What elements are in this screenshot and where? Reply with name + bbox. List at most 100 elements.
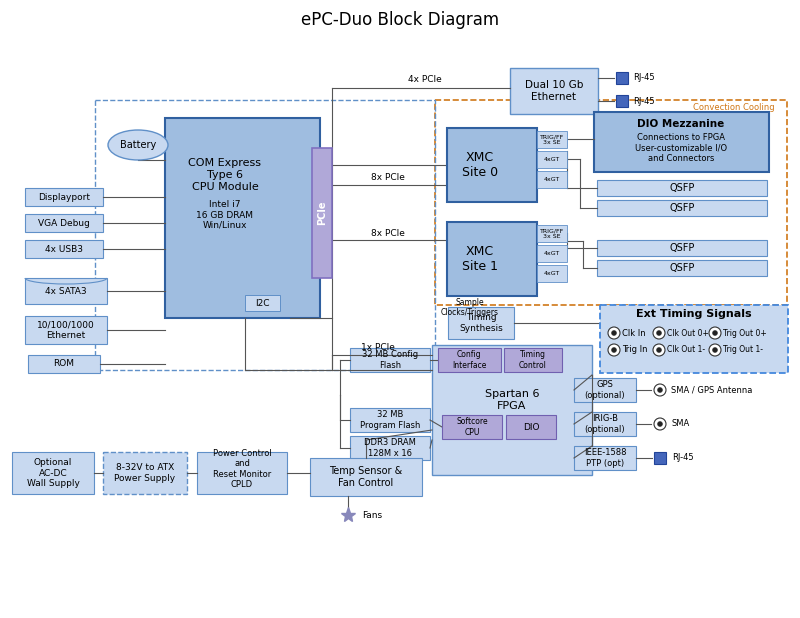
Circle shape [713,347,718,352]
Text: Fans: Fans [362,510,382,520]
Text: Clk In: Clk In [622,329,646,337]
Text: Connections to FPGA: Connections to FPGA [637,133,725,143]
Text: Displayport: Displayport [38,192,90,201]
Text: TRIG/FF
3x SE: TRIG/FF 3x SE [540,134,564,145]
Bar [312,148,332,278]
Text: I2C: I2C [254,298,270,308]
Circle shape [611,331,617,336]
Bar [25,214,103,232]
Bar [537,265,567,282]
Circle shape [658,387,662,392]
Text: Clk Out 1-: Clk Out 1- [667,345,705,355]
Text: 8x PCIe: 8x PCIe [371,229,405,237]
Bar [510,68,598,114]
Text: Softcore
CPU: Softcore CPU [456,417,488,437]
Text: 32 MB
Program Flash: 32 MB Program Flash [360,410,420,430]
Circle shape [608,327,620,339]
Bar [537,245,567,262]
Text: RJ-45: RJ-45 [633,96,654,106]
Bar [432,345,592,475]
Text: SMA / GPS Antenna: SMA / GPS Antenna [671,386,752,394]
Bar [597,200,767,216]
Text: DIO Mezzanine: DIO Mezzanine [638,119,725,129]
Text: Dual 10 Gb
Ethernet: Dual 10 Gb Ethernet [525,80,583,102]
Bar [574,378,636,402]
Bar [600,305,788,373]
Ellipse shape [108,130,168,160]
Text: XMC
Site 0: XMC Site 0 [462,151,498,179]
Text: 4x PCIe: 4x PCIe [408,75,442,85]
Text: QSFP: QSFP [670,203,694,213]
Bar [12,452,94,494]
Text: Intel i7
16 GB DRAM
Win/Linux: Intel i7 16 GB DRAM Win/Linux [197,200,254,230]
Bar [245,295,280,311]
Text: Trig Out 1-: Trig Out 1- [723,345,763,355]
Bar [448,307,514,339]
Text: IEEE-1588
PTP (opt): IEEE-1588 PTP (opt) [584,448,626,468]
Text: DDR3 DRAM
128M x 16: DDR3 DRAM 128M x 16 [364,438,416,458]
Text: 10/100/1000
Ethernet: 10/100/1000 Ethernet [37,320,95,340]
Bar [504,348,562,372]
Text: QSFP: QSFP [670,263,694,273]
Bar [537,151,567,168]
Bar [447,222,537,296]
Bar [350,408,430,432]
Bar [597,180,767,196]
Bar [537,131,567,148]
Text: User-customizable I/O
and Connectors: User-customizable I/O and Connectors [635,143,727,163]
Text: Sample
Clocks/Triggers: Sample Clocks/Triggers [441,298,499,318]
Text: ROM: ROM [54,360,74,368]
Bar [447,128,537,202]
Text: 4x SATA3: 4x SATA3 [45,287,87,295]
Bar [506,415,556,439]
Text: COM Express
Type 6
CPU Module: COM Express Type 6 CPU Module [189,158,262,192]
Text: 4xGT: 4xGT [544,157,560,162]
Text: 8-32V to ATX
Power Supply: 8-32V to ATX Power Supply [114,464,175,483]
Bar [574,412,636,436]
Bar [594,112,769,172]
Text: 4xGT: 4xGT [544,271,560,276]
Text: Trig Out 0+: Trig Out 0+ [723,329,766,337]
Bar [25,240,103,258]
Circle shape [611,347,617,352]
Text: TRIG/FF
3x SE: TRIG/FF 3x SE [540,228,564,239]
Text: 1x PCIe: 1x PCIe [361,344,395,352]
Text: RJ-45: RJ-45 [672,454,694,462]
Bar [537,171,567,188]
Circle shape [713,331,718,336]
Bar [165,118,320,318]
Text: 4x USB3: 4x USB3 [45,245,83,253]
Text: Convection Cooling: Convection Cooling [694,103,775,112]
Bar [197,452,287,494]
Bar [597,240,767,256]
Circle shape [608,344,620,356]
Text: Battery: Battery [120,140,156,150]
Bar [350,348,430,372]
Bar [25,278,107,304]
Text: DIO: DIO [522,423,539,431]
Text: IRIG-B
(optional): IRIG-B (optional) [585,414,626,434]
Text: PCIe: PCIe [317,201,327,225]
Bar [103,452,187,494]
Circle shape [654,384,666,396]
Text: ePC-Duo Block Diagram: ePC-Duo Block Diagram [301,11,499,29]
Bar [438,348,501,372]
Bar [597,260,767,276]
Text: RJ-45: RJ-45 [633,74,654,82]
Bar [350,436,430,460]
Bar [25,188,103,206]
Text: Spartan 6
FPGA: Spartan 6 FPGA [485,389,539,411]
Text: 32 MB Config
Flash: 32 MB Config Flash [362,350,418,370]
Circle shape [709,344,721,356]
Bar [537,225,567,242]
Circle shape [657,331,662,336]
Text: Ext Timing Signals: Ext Timing Signals [636,309,752,319]
Bar [25,316,107,344]
Text: VGA Debug: VGA Debug [38,219,90,227]
Text: XMC
Site 1: XMC Site 1 [462,245,498,273]
Text: GPS
(optional): GPS (optional) [585,380,626,400]
Text: Power Control
and
Reset Monitor
CPLD: Power Control and Reset Monitor CPLD [213,449,271,489]
Text: Timing
Control: Timing Control [519,350,547,370]
Bar [574,446,636,470]
Bar [442,415,502,439]
